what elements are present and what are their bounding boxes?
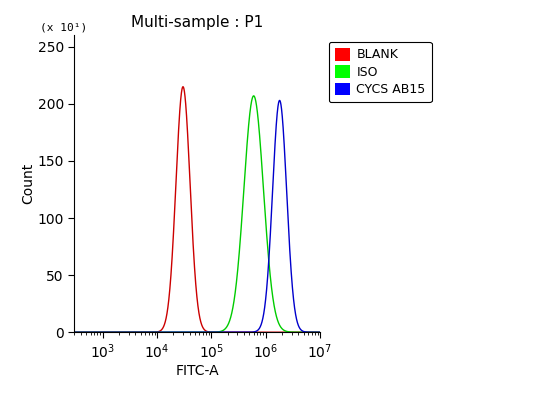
- Title: Multi-sample : P1: Multi-sample : P1: [131, 15, 263, 30]
- Y-axis label: Count: Count: [21, 163, 35, 204]
- Legend: BLANK, ISO, CYCS AB15: BLANK, ISO, CYCS AB15: [329, 42, 432, 103]
- X-axis label: FITC-A: FITC-A: [176, 364, 219, 378]
- Text: (x 10¹): (x 10¹): [40, 22, 87, 32]
